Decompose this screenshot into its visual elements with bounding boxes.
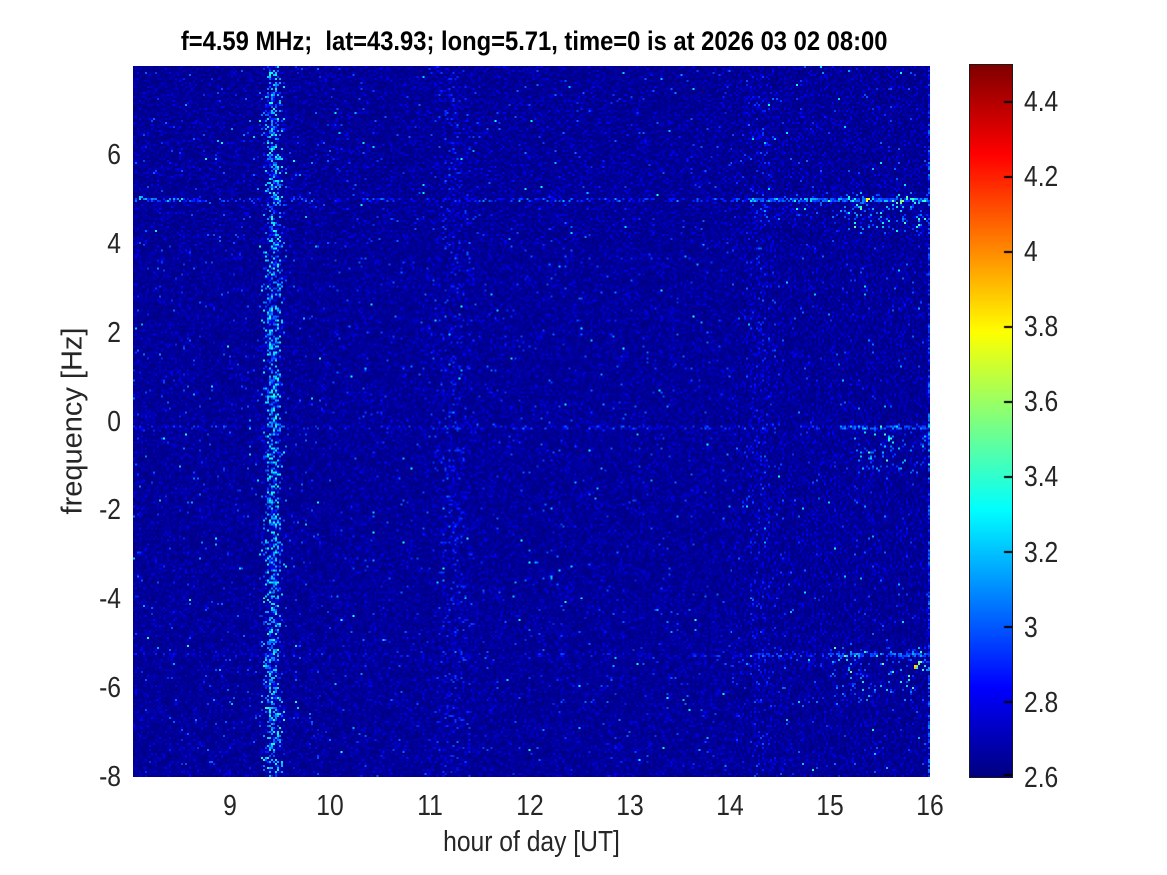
cbar-tick-label: 4.2: [1024, 160, 1059, 193]
x-tick-label: 10: [316, 790, 344, 822]
y-tick-label: -4: [99, 583, 121, 616]
cbar-tick-label: 3.6: [1024, 386, 1059, 419]
cbar-tick-label: 2.6: [1024, 762, 1059, 794]
cbar-tick-label: 4: [1024, 235, 1038, 268]
cbar-tick-label: 2.8: [1024, 686, 1059, 719]
cbar-tick-label: 3.4: [1024, 461, 1059, 494]
cbar-tick-label: 3: [1024, 611, 1038, 644]
chart-title: f=4.59 MHz; lat=43.93; long=5.71, time=0…: [180, 26, 888, 56]
cbar-tick-label: 3.2: [1024, 536, 1059, 569]
y-tick-label: 4: [107, 227, 121, 260]
x-tick-label: 15: [816, 790, 844, 822]
spectrogram-canvas: [133, 66, 930, 777]
y-tick-label: -6: [99, 672, 121, 705]
colorbar-canvas: [969, 64, 1013, 778]
x-tick-label: 14: [716, 790, 744, 822]
y-tick-label: -8: [99, 761, 121, 793]
x-tick-label: 12: [516, 790, 544, 822]
y-tick-label: 2: [107, 316, 121, 349]
x-tick-label: 13: [616, 790, 644, 822]
cbar-tick-label: 3.8: [1024, 311, 1059, 344]
y-tick-label: 0: [107, 405, 121, 438]
x-tick-label: 11: [417, 790, 443, 822]
x-tick-label: 9: [223, 790, 237, 822]
cbar-tick-label: 4.4: [1024, 85, 1059, 118]
x-axis-label: hour of day [UT]: [443, 826, 620, 858]
x-tick-label: 16: [916, 790, 944, 822]
y-tick-label: 6: [107, 138, 121, 171]
y-tick-label: -2: [99, 494, 121, 527]
